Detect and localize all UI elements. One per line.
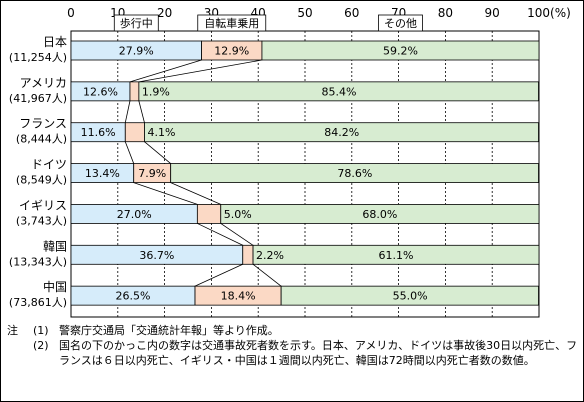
- x-tick-label: 60: [344, 6, 359, 20]
- bar-segment: [280, 285, 539, 306]
- category-count: (13,343人): [9, 255, 67, 268]
- category-name: 韓国: [43, 239, 67, 253]
- bar-segment: [220, 204, 540, 224]
- category-name: アメリカ: [20, 76, 67, 90]
- notes: 注 (1) 警察庁交通局「交通統計年報」等より作成。 (2) 国名の下のかっこ内…: [7, 323, 579, 368]
- data-label: 84.2%: [324, 126, 359, 139]
- legend-box: [113, 14, 159, 32]
- connector-line: [194, 263, 243, 287]
- connector-line: [138, 59, 263, 83]
- note-mark: 注: [7, 324, 18, 337]
- x-tick-label: 80: [438, 6, 453, 20]
- bar-segment: [196, 204, 222, 224]
- note-mark: [7, 338, 33, 368]
- category-count: (8,444人): [16, 133, 67, 146]
- legend-label: 自転車乗用: [204, 16, 259, 30]
- category-name: 日本: [43, 35, 67, 49]
- legend-box: [378, 14, 423, 32]
- connector-line: [129, 59, 202, 83]
- bar-segment: [252, 244, 540, 265]
- data-label: 36.7%: [139, 249, 174, 262]
- data-label: 1.9%: [142, 85, 170, 98]
- note-text: 警察庁交通局「交通統計年報」等より作成。: [59, 324, 279, 337]
- category-count: (11,254人): [9, 51, 67, 64]
- category-count: (8,549人): [16, 174, 67, 187]
- category-count: (3,743人): [16, 214, 67, 227]
- data-label: 12.9%: [214, 45, 249, 58]
- connector-line: [124, 100, 131, 123]
- data-label: 85.4%: [321, 85, 356, 98]
- data-label: 68.0%: [362, 208, 397, 221]
- category-name: イギリス: [19, 198, 67, 212]
- x-tick-label: 90: [485, 6, 500, 20]
- bar-segment: [170, 163, 539, 183]
- bar-segment: [144, 122, 539, 143]
- data-label: 4.1%: [147, 126, 175, 139]
- legend-box: [197, 14, 267, 32]
- category-count: (41,967人): [9, 92, 67, 105]
- data-label: 12.6%: [83, 85, 118, 98]
- bar-segment: [242, 244, 254, 265]
- data-label: 5.0%: [224, 208, 252, 221]
- note-number: (1): [33, 324, 49, 337]
- data-label: 26.5%: [116, 290, 151, 303]
- x-tick-label: 0: [67, 6, 75, 20]
- category-name: 中国: [43, 279, 67, 294]
- x-tick-label: 100(%): [527, 6, 571, 20]
- category-count: (73,861人): [9, 296, 67, 309]
- category-name: フランス: [19, 117, 67, 131]
- x-tick-label: 20: [157, 6, 172, 20]
- bar-segment: [129, 81, 140, 102]
- category-name: ドイツ: [31, 158, 67, 172]
- legend-label: 歩行中: [120, 16, 153, 30]
- note-text: 国名の下のかっこ内の数字は交通事故死者数を示す。日本、アメリカ、ドイツは事故後3…: [59, 339, 578, 367]
- data-label: 61.1%: [379, 249, 414, 262]
- data-label: 11.6%: [81, 126, 116, 139]
- data-label: 2.2%: [256, 249, 284, 262]
- data-label: 59.2%: [383, 45, 418, 58]
- x-tick-label: 50: [297, 6, 312, 20]
- connector-line: [170, 182, 221, 205]
- data-label: 27.0%: [117, 208, 152, 221]
- stacked-bar-chart: 0 10 20 30 40 50 60 70 80 90 100(%)27.9% 12.9% 59.2%…: [9, 6, 571, 318]
- connector-line: [197, 223, 243, 246]
- data-label: 78.6%: [337, 167, 372, 180]
- legend-label: その他: [384, 17, 417, 30]
- connector-line: [138, 100, 145, 123]
- note-1: 注 (1) 警察庁交通局「交通統計年報」等より作成。: [7, 323, 579, 338]
- connector-line: [220, 223, 254, 246]
- note-2: (2) 国名の下のかっこ内の数字は交通事故死者数を示す。日本、アメリカ、ドイツは…: [7, 338, 579, 368]
- bar-segment: [261, 40, 540, 61]
- data-label: 27.9%: [119, 45, 154, 58]
- data-label: 7.9%: [138, 167, 166, 180]
- data-label: 55.0%: [393, 290, 428, 303]
- bar-segment: [138, 81, 539, 102]
- connector-line: [144, 141, 171, 164]
- connector-line: [133, 182, 198, 205]
- data-label: 13.4%: [85, 167, 120, 180]
- bar-segment: [124, 122, 145, 143]
- data-label: 18.4%: [221, 290, 256, 303]
- connector-line: [252, 263, 282, 287]
- note-number: (2): [33, 339, 49, 352]
- connector-line: [124, 141, 135, 164]
